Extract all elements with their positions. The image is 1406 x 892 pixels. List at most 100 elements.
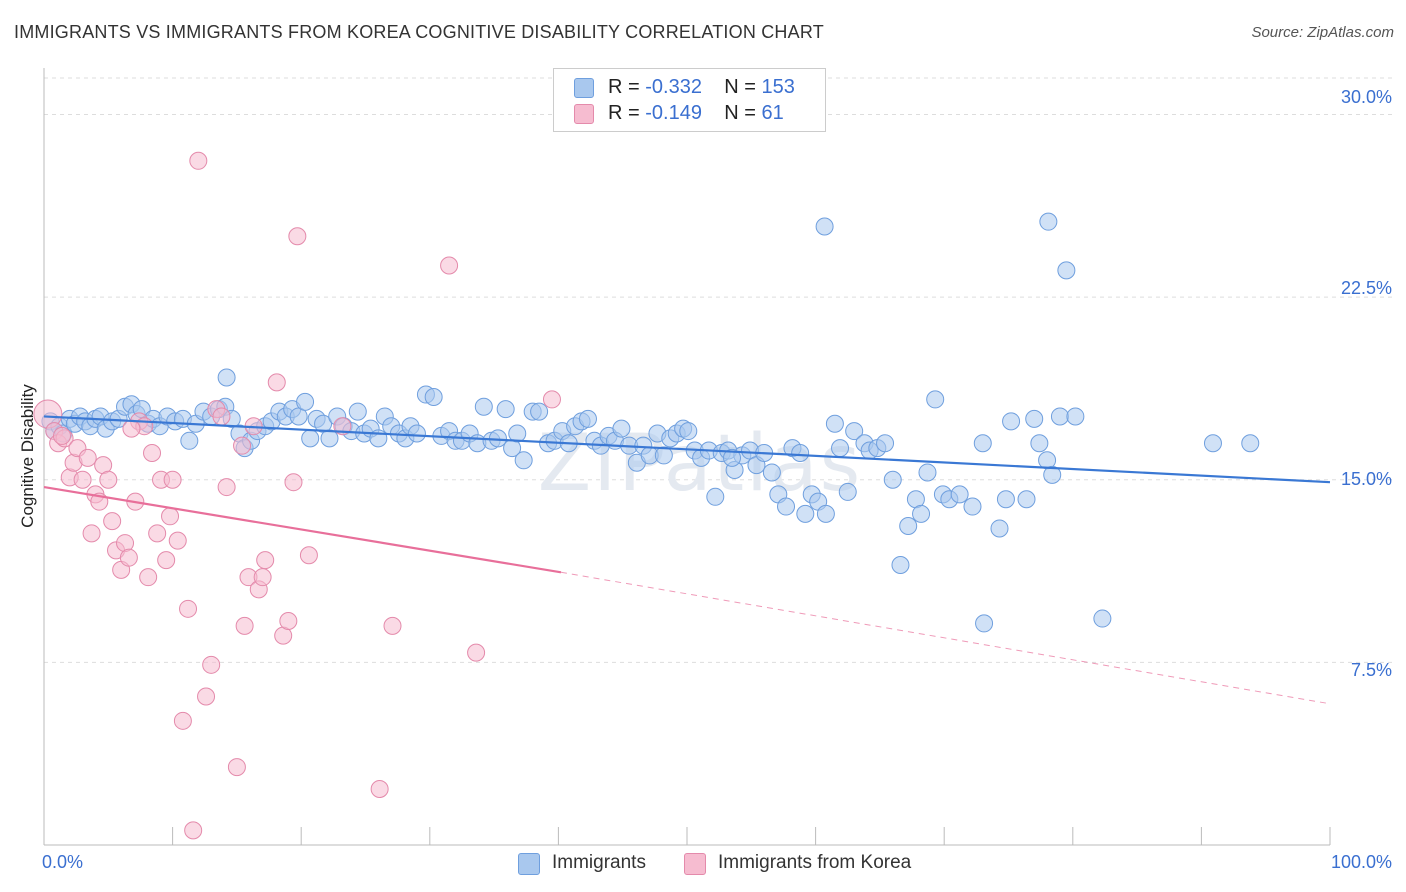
point-immigrants [1025, 409, 1044, 428]
point-immigrants [1039, 212, 1058, 231]
point-korea [119, 548, 138, 567]
point-immigrants [706, 487, 725, 506]
point-korea [267, 373, 286, 392]
point-immigrants [296, 392, 315, 411]
point-korea [184, 821, 203, 840]
point-immigrants [791, 443, 810, 462]
point-immigrants [815, 217, 834, 236]
trend-line-extrapolated [560, 571, 1331, 705]
point-korea [99, 470, 118, 489]
point-immigrants [1050, 407, 1069, 426]
point-immigrants [950, 485, 969, 504]
point-immigrants [918, 463, 937, 482]
point-korea [235, 616, 254, 635]
point-korea [227, 758, 246, 777]
point-immigrants [883, 470, 902, 489]
point-korea [467, 643, 486, 662]
bottom-legend-swatch-pink [684, 853, 706, 875]
point-immigrants [530, 402, 549, 421]
point-immigrants [825, 414, 844, 433]
point-immigrants [899, 517, 918, 536]
point-korea [163, 470, 182, 489]
point-korea [53, 426, 72, 445]
legend-swatch-pink [574, 104, 594, 124]
legend-swatch-blue [574, 78, 594, 98]
bottom-legend-label: Immigrants [552, 852, 646, 873]
point-korea [279, 611, 298, 630]
point-immigrants [679, 422, 698, 441]
point-immigrants [612, 419, 631, 438]
point-korea [197, 687, 216, 706]
point-immigrants [1057, 261, 1076, 280]
point-korea [256, 551, 275, 570]
point-korea [78, 448, 97, 467]
axes [43, 68, 1331, 846]
point-immigrants [1017, 490, 1036, 509]
point-korea [173, 711, 192, 730]
point-korea [168, 531, 187, 550]
point-immigrants [217, 368, 236, 387]
point-immigrants [301, 429, 320, 448]
point-immigrants [1241, 434, 1260, 453]
point-immigrants [320, 429, 339, 448]
legend-text: R = -0.332 N = 153 [608, 76, 795, 99]
point-korea [157, 551, 176, 570]
point-korea [161, 507, 180, 526]
legend-n-label: N = [724, 76, 762, 98]
legend-n-value: 61 [761, 102, 784, 124]
source-label: Source: ZipAtlas.com [1251, 24, 1394, 41]
point-immigrants [990, 519, 1009, 538]
point-korea [440, 256, 459, 275]
point-korea [82, 524, 101, 543]
x-tick-label: 100.0% [1330, 852, 1392, 872]
point-immigrants [654, 446, 673, 465]
x-tick-label: 0.0% [42, 852, 84, 872]
point-korea [189, 151, 208, 170]
legend-r-value: -0.149 [645, 102, 702, 124]
legend-r-label: R = [608, 76, 646, 98]
point-immigrants [777, 497, 796, 516]
point-immigrants [816, 504, 835, 523]
trend-lines [43, 415, 1331, 705]
y-tick-label: 22.5% [1340, 278, 1392, 298]
point-immigrants [1203, 434, 1222, 453]
bottom-legend-label: Immigrants from Korea [718, 852, 912, 873]
legend-n-value: 153 [761, 76, 795, 98]
point-immigrants [424, 387, 443, 406]
y-axis-label: Cognitive Disability [18, 384, 37, 528]
point-korea [299, 546, 318, 565]
point-korea [179, 599, 198, 618]
trend-line [43, 415, 1331, 484]
point-korea [103, 512, 122, 531]
point-korea [253, 568, 272, 587]
point-immigrants [762, 463, 781, 482]
point-immigrants [838, 482, 857, 501]
point-immigrants [474, 397, 493, 416]
point-korea [73, 470, 92, 489]
trend-line [43, 485, 562, 574]
point-immigrants [831, 439, 850, 458]
point-immigrants [891, 555, 910, 574]
y-tick-label: 15.0% [1340, 469, 1392, 489]
point-korea [122, 419, 141, 438]
chart-title: IMMIGRANTS VS IMMIGRANTS FROM KOREA COGN… [14, 22, 824, 42]
point-immigrants [876, 434, 895, 453]
point-immigrants [1030, 434, 1049, 453]
point-immigrants [508, 424, 527, 443]
point-immigrants [514, 451, 533, 470]
point-korea [148, 524, 167, 543]
point-immigrants [912, 504, 931, 523]
legend-n-label: N = [724, 102, 762, 124]
point-immigrants [845, 422, 864, 441]
point-immigrants [180, 431, 199, 450]
point-immigrants [796, 504, 815, 523]
point-immigrants [1043, 465, 1062, 484]
point-korea [370, 779, 389, 798]
point-korea [383, 616, 402, 635]
y-tick-label: 30.0% [1340, 87, 1392, 107]
point-immigrants [926, 390, 945, 409]
legend-r-value: -0.332 [645, 76, 702, 98]
point-immigrants [723, 448, 742, 467]
point-korea [143, 443, 162, 462]
